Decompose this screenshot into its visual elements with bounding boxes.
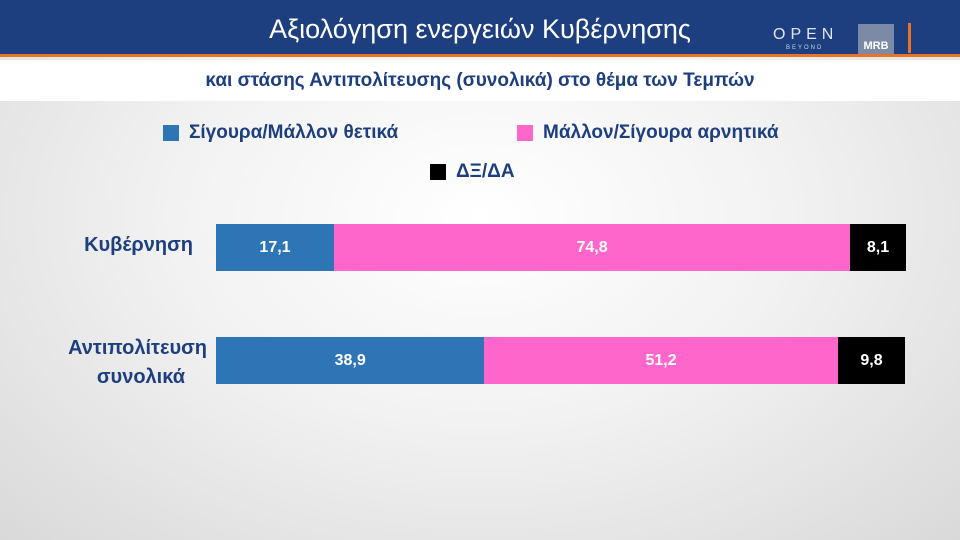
legend-swatch	[517, 125, 533, 141]
bar-segment: 8,1	[850, 224, 906, 271]
category-label-line: Αντιπολίτευση	[68, 337, 207, 359]
bar-segment: 9,8	[837, 337, 906, 384]
bar-row-government: 17,1 74,8 8,1	[216, 224, 906, 271]
bar-row-opposition: 38,9 51,2 9,8	[216, 337, 906, 384]
category-label-government: Κυβέρνηση	[0, 234, 193, 257]
legend-item-dkna: ΔΞ/ΔΑ	[430, 161, 515, 183]
data-label: 8,1	[866, 238, 890, 256]
mrb-logo: MRB	[858, 24, 894, 54]
data-label: 17,1	[259, 238, 291, 256]
category-label-line: Κυβέρνηση	[84, 234, 193, 256]
open-logo: OPEN	[773, 26, 839, 43]
bar-segment: 38,9	[216, 337, 485, 384]
subtitle: και στάσης Αντιπολίτευσης (συνολικά) στο…	[205, 70, 755, 91]
data-label: 51,2	[645, 351, 677, 369]
header-bar	[0, 0, 960, 57]
legend-swatch	[163, 125, 179, 141]
data-label: 38,9	[334, 351, 366, 369]
bar-segment: 74,8	[333, 224, 851, 271]
legend-swatch	[430, 164, 446, 180]
bar-segment: 17,1	[216, 224, 334, 271]
subtitle-band	[0, 60, 960, 101]
legend-item-positive: Σίγουρα/Μάλλον θετικά	[163, 122, 398, 144]
legend-label: Μάλλον/Σίγουρα αρνητικά	[543, 122, 779, 143]
bar-segment: 51,2	[484, 337, 838, 384]
legend-item-negative: Μάλλον/Σίγουρα αρνητικά	[517, 122, 779, 144]
header-divider	[908, 23, 911, 53]
category-label-line: συνολικά	[96, 366, 185, 388]
data-label: 9,8	[860, 351, 883, 369]
legend-label: ΔΞ/ΔΑ	[456, 161, 515, 182]
data-label: 74,8	[576, 238, 608, 256]
category-label-opposition: Αντιπολίτευση συνολικά	[7, 334, 207, 392]
page-title: Αξιολόγηση ενεργειών Κυβέρνησης	[269, 14, 691, 44]
open-beyond-logo: BEYOND	[786, 45, 824, 51]
legend-label: Σίγουρα/Μάλλον θετικά	[189, 122, 399, 143]
